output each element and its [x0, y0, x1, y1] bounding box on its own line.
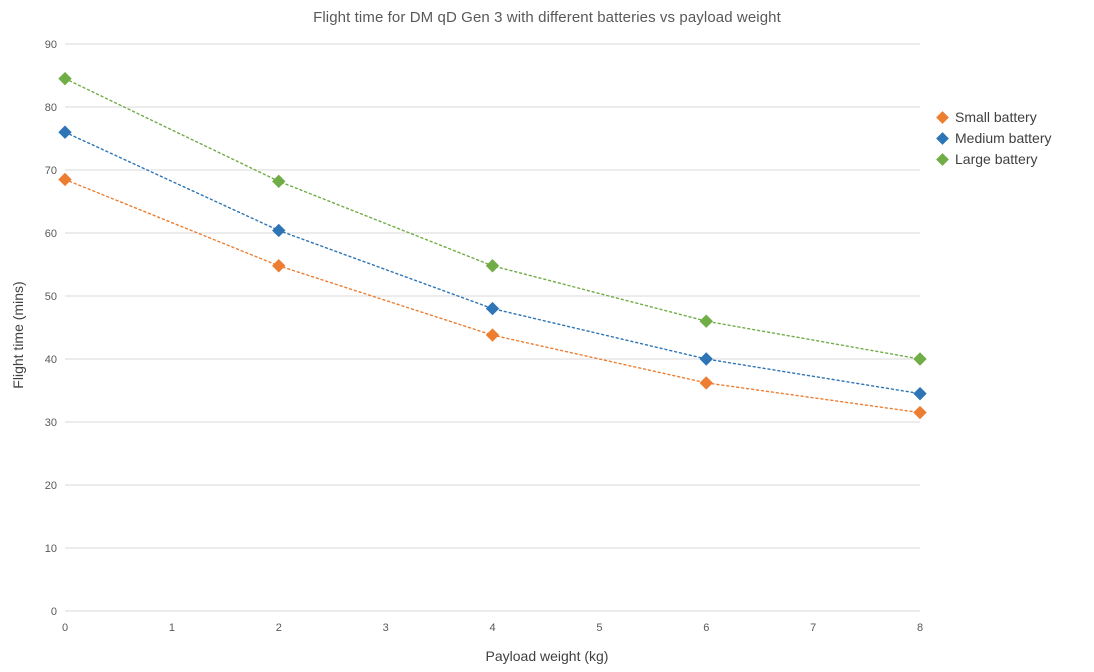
y-tick-label: 50 [45, 291, 57, 303]
legend-label-small-battery: Small battery [955, 109, 1037, 125]
x-tick-label: 5 [596, 622, 602, 634]
chart-title: Flight time for DM qD Gen 3 with differe… [313, 9, 781, 26]
trendline-large-battery [64, 77, 921, 360]
y-tick-label: 40 [45, 354, 57, 366]
data-point-medium-battery [58, 125, 72, 139]
x-tick-label: 3 [383, 622, 389, 634]
x-axis-label: Payload weight (kg) [485, 648, 609, 664]
legend-item-large-battery: Large battery [936, 151, 1051, 167]
y-tick-label: 70 [45, 165, 57, 177]
y-tick-label: 0 [51, 606, 57, 618]
legend-label-medium-battery: Medium battery [955, 130, 1052, 146]
legend-label-large-battery: Large battery [955, 151, 1038, 167]
x-tick-label: 1 [169, 622, 175, 634]
data-point-small-battery [913, 405, 927, 420]
y-tick-label: 30 [45, 417, 57, 429]
x-tick-label: 6 [703, 622, 709, 634]
legend: Small battery Medium battery Large battery [936, 109, 1052, 167]
data-point-large-battery [58, 71, 72, 86]
data-point-medium-battery [272, 223, 286, 238]
y-tick-label: 80 [45, 102, 57, 114]
x-tick-label: 2 [276, 622, 282, 634]
data-point-medium-battery [699, 352, 713, 366]
y-tick-label: 20 [45, 480, 57, 492]
data-point-small-battery [485, 328, 500, 342]
y-tick-label: 90 [45, 39, 57, 51]
legend-marker-small-battery [936, 110, 949, 124]
data-point-medium-battery [485, 301, 500, 316]
x-tick-label: 8 [917, 622, 923, 634]
data-point-small-battery [699, 376, 713, 390]
data-point-large-battery [913, 352, 927, 366]
legend-item-medium-battery: Medium battery [936, 130, 1052, 146]
y-axis-label: Flight time (mins) [10, 281, 26, 389]
data-point-medium-battery [913, 386, 927, 401]
x-tick-label: 4 [489, 622, 495, 634]
data-point-large-battery [272, 174, 286, 189]
legend-marker-large-battery [936, 152, 949, 166]
data-point-small-battery [272, 259, 286, 273]
y-tick-label: 60 [45, 228, 57, 240]
x-tick-label: 0 [62, 622, 68, 634]
legend-marker-medium-battery [936, 131, 949, 145]
y-tick-label: 10 [45, 543, 57, 555]
legend-item-small-battery: Small battery [936, 109, 1051, 125]
x-tick-label: 7 [810, 622, 816, 634]
data-point-large-battery [485, 259, 500, 273]
trendline-medium-battery [64, 131, 921, 395]
data-point-large-battery [699, 314, 713, 328]
data-point-small-battery [58, 172, 72, 187]
